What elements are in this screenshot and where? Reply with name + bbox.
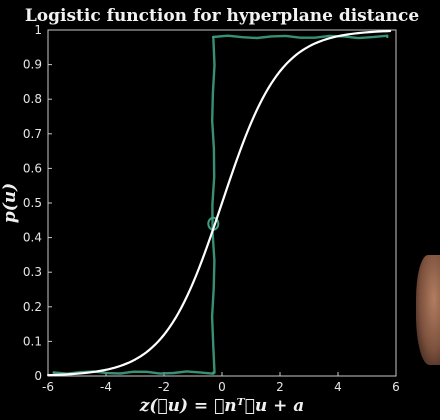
step-series-point — [386, 35, 389, 39]
x-tick-label: -2 — [158, 380, 170, 394]
step-series-line — [52, 34, 389, 375]
y-tick-label: 0.6 — [23, 161, 42, 175]
logistic-series-point — [337, 35, 339, 38]
logistic-series-point — [366, 31, 368, 34]
x-tick-label: 2 — [276, 380, 284, 394]
y-tick-label: 0.5 — [23, 196, 42, 210]
series-layer — [47, 29, 392, 377]
x-tick-label: 4 — [334, 380, 342, 394]
y-tick-label: 0.9 — [23, 58, 42, 72]
presenter-shoulder — [416, 255, 440, 365]
y-tick-label: 0.8 — [23, 92, 42, 106]
y-axis: 0 0.1 0.2 0.3 0.4 0.5 0.6 0.7 0.8 0.9 1 — [23, 23, 52, 383]
y-tick-label: 0.2 — [23, 300, 42, 314]
x-tick-label: 0 — [218, 380, 226, 394]
x-axis-label: z(⃗u) = ⃗nᵀ⃗u + a — [139, 396, 305, 416]
y-tick-label: 1 — [34, 23, 42, 37]
x-axis: -6 -4 -2 0 2 4 6 — [42, 372, 400, 394]
logistic-series-point — [76, 372, 78, 375]
y-tick-label: 0.3 — [23, 265, 42, 279]
logistic-series-point — [308, 45, 310, 48]
logistic-series-point — [250, 122, 252, 125]
logistic-series-point — [163, 333, 165, 336]
x-tick-label: -6 — [42, 380, 54, 394]
y-tick-label: 0.4 — [23, 231, 42, 245]
y-tick-label: 0.1 — [23, 334, 42, 348]
logistic-series-point — [279, 70, 281, 73]
y-tick-label: 0.7 — [23, 127, 42, 141]
logistic-series-point — [389, 30, 392, 33]
x-tick-label: 6 — [392, 380, 400, 394]
y-tick-label: 0 — [34, 369, 42, 383]
logistic-series-point — [105, 368, 107, 371]
step-series-point — [212, 35, 215, 39]
step-series-point — [52, 371, 55, 374]
x-tick-label: -4 — [100, 380, 112, 394]
logistic-series-point — [192, 281, 194, 284]
logistic-series-point — [47, 373, 49, 376]
step-series-point — [212, 371, 215, 374]
logistic-series-point — [134, 358, 136, 361]
chart-title: Logistic function for hyperplane distanc… — [25, 6, 419, 26]
y-axis-label: p(u) — [0, 183, 20, 223]
logistic-series-point — [221, 202, 223, 204]
